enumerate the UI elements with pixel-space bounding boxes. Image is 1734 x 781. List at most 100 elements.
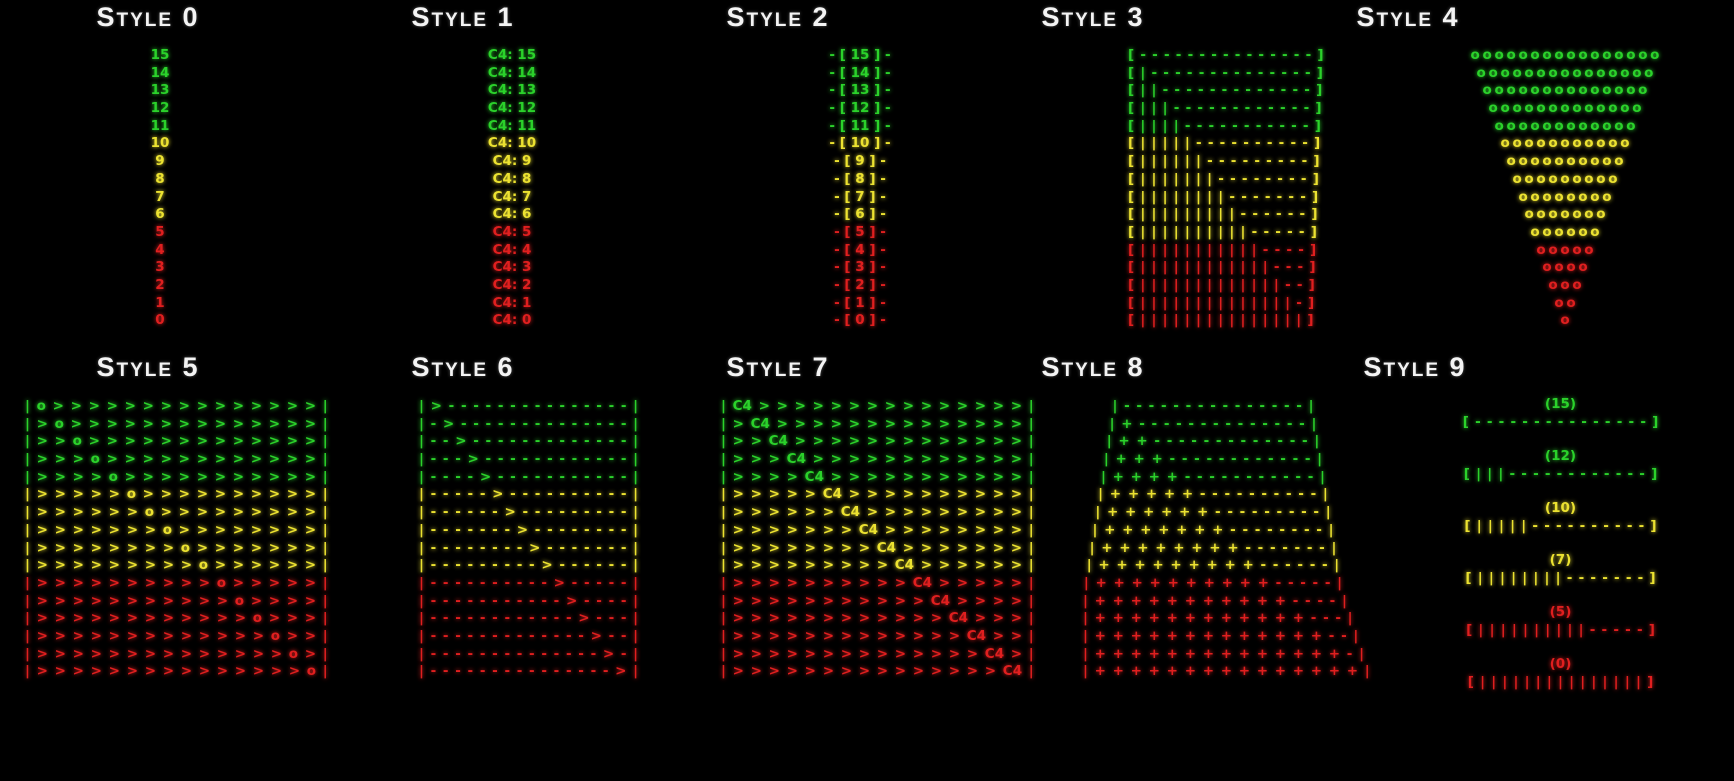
- meter-row: 15: [150, 47, 170, 63]
- meter-row: | + + + + + + + + + + + + - - - |: [1083, 610, 1353, 627]
- meter-row: [ | | | | | | | | | - - - - - - ]: [1128, 206, 1318, 223]
- meter-row: | > > > > > > > o > > > > > > > > |: [25, 521, 328, 538]
- meter-row: | - - - - - - - > - - - - - - - - |: [419, 521, 639, 538]
- style-3-bar-meter: [ - - - - - - - - - - - - - - - ][ | - -…: [1128, 47, 1324, 330]
- meter-row: C4: 7: [492, 188, 532, 205]
- meter-row: | > > > > o > > > > > > > > > > > |: [25, 468, 328, 485]
- meter-row: - [ 12 ] -: [829, 100, 891, 117]
- meter-row: C4: 0: [492, 312, 532, 329]
- meter-row: | + + + + + - - - - - - - - - - |: [1098, 486, 1328, 503]
- meter-row: | - - > - - - - - - - - - - - - - |: [419, 433, 639, 450]
- style-2-title: Style 2: [726, 2, 830, 32]
- meter-row: 3: [155, 259, 165, 276]
- meter-row: - [ 11 ] -: [829, 117, 891, 134]
- style-6-arrow-track: | > - - - - - - - - - - - - - - - | | - >…: [419, 398, 638, 681]
- meter-row: | - - - > - - - - - - - - - - - - |: [419, 451, 639, 468]
- style-0-value-column: 15 14 13 12 11 10 9 8 7 6 5 4 3 2 1 0: [60, 47, 260, 330]
- meter-row: o o o o o o o o o o: [1506, 153, 1624, 170]
- meter-row: | > > > > > > > > > > > > > > > o |: [25, 663, 328, 680]
- meter-row: | - - - - - - > - - - - - - - - - |: [419, 504, 639, 521]
- meter-row: [ | | | | | - - - - - - - - - - ]: [1464, 517, 1657, 534]
- meter-row: [ | | | | | | | | | | | | | - - ]: [1128, 276, 1315, 293]
- meter-row: - [ 9 ] -: [834, 153, 886, 170]
- value-label: (5): [1549, 603, 1572, 620]
- meter-row: 4: [155, 241, 165, 258]
- meter-row: [ - - - - - - - - - - - - - - - ]: [1128, 47, 1324, 63]
- meter-row: | - - - - > - - - - - - - - - - - |: [419, 468, 639, 485]
- style-2-value-column: - [ 15 ] -- [ 14 ] -- [ 13 ] -- [ 12 ] -…: [760, 47, 960, 330]
- meter-row: | > > > > > > > > > > > > > > C4 > |: [721, 645, 1034, 662]
- style-7-title: Style 7: [726, 352, 830, 382]
- meter-row: C4: 10: [487, 135, 537, 152]
- meter-row: | + + + + + + + + - - - - - - - |: [1089, 539, 1337, 556]
- meter-row: - [ 3 ] -: [834, 259, 886, 276]
- meter-row: [ | | | | | - - - - - - - - - - ]: [1128, 135, 1321, 152]
- meter-row: 9: [155, 153, 165, 170]
- value-label: (0): [1549, 655, 1572, 672]
- meter-row: | > C4 > > > > > > > > > > > > > > |: [721, 415, 1034, 432]
- meter-row: C4: 13: [487, 82, 537, 99]
- meter-row: 7: [155, 188, 165, 205]
- meter-row: o o o o o: [1536, 241, 1594, 258]
- meter-row: - [ 10 ] -: [829, 135, 891, 152]
- meter-row: - [ 4 ] -: [834, 241, 886, 258]
- meter-row: - [ 13 ] -: [829, 82, 891, 99]
- meter-row: | > > > o > > > > > > > > > > > > |: [25, 451, 328, 468]
- meter-row: | > > C4 > > > > > > > > > > > > > |: [721, 433, 1034, 450]
- meter-row: o o o o o o: [1530, 223, 1600, 240]
- meter-row: o o o o o o o o o o o o: [1494, 117, 1636, 134]
- meter-row: o o o: [1548, 276, 1582, 293]
- meter-row: C4: 8: [492, 170, 532, 187]
- meter-row: | > > > > > > > > > > > C4 > > > > |: [721, 592, 1034, 609]
- style-5-title: Style 5: [96, 352, 200, 382]
- meter-row: C4: 14: [487, 64, 537, 81]
- meter-row: C4: 15: [487, 47, 537, 63]
- meter-row: | > > > > > o > > > > > > > > > > |: [25, 486, 328, 503]
- meter-row: o o o o o o o o o o o o o o: [1482, 82, 1648, 99]
- meter-row: 10: [150, 135, 170, 152]
- meter-row: | > > o > > > > > > > > > > > > > |: [25, 433, 328, 450]
- meter-row: | - - - - - > - - - - - - - - - - |: [419, 486, 639, 503]
- meter-row: o o o o o o o o: [1518, 188, 1612, 205]
- meter-row: 2: [155, 276, 165, 293]
- meter-row: C4: 9: [492, 153, 532, 170]
- meter-row: | > > > > > > > > > > C4 > > > > > |: [721, 574, 1034, 591]
- meter-row: [ | | | | | | | | | | | | | | - ]: [1128, 294, 1315, 311]
- meter-row: 6: [155, 206, 165, 223]
- meter-row: | + + + + + + - - - - - - - - - |: [1095, 504, 1331, 521]
- meter-row: | > > > > > > > C4 > > > > > > > > |: [721, 521, 1034, 538]
- style-5-dot-track: | o > > > > > > > > > > > > > > > | | > o…: [25, 398, 328, 681]
- meter-row: C4: 2: [492, 276, 532, 293]
- meter-row: [ | | | - - - - - - - - - - - - ]: [1463, 465, 1658, 482]
- style-3-title: Style 3: [1041, 2, 1145, 32]
- meter-row: [ | - - - - - - - - - - - - - - ]: [1128, 64, 1323, 81]
- meter-row: | > > > > > > > > > > > > > > o > |: [25, 645, 328, 662]
- meter-row: | - - - - - - - - - > - - - - - - |: [419, 557, 639, 574]
- meter-row: | > > > C4 > > > > > > > > > > > > |: [721, 451, 1034, 468]
- meter-row: C4: 4: [492, 241, 532, 258]
- style-6-title: Style 6: [411, 352, 515, 382]
- meter-row: | + + + + - - - - - - - - - - - |: [1101, 468, 1325, 485]
- meter-row: [ | | | - - - - - - - - - - - - ]: [1128, 100, 1322, 117]
- meter-row: | - > - - - - - - - - - - - - - - |: [419, 415, 639, 432]
- style-8-title: Style 8: [1041, 352, 1145, 382]
- meter-row: | + - - - - - - - - - - - - - - |: [1109, 415, 1317, 432]
- meter-row: o o o o o o o: [1524, 206, 1606, 223]
- meter-row: | o > > > > > > > > > > > > > > > |: [25, 398, 328, 414]
- style-0-title: Style 0: [96, 2, 200, 32]
- meter-row: | > > > > > > > > > > > o > > > > |: [25, 592, 328, 609]
- meter-row: o o: [1554, 294, 1576, 311]
- meter-row: - [ 8 ] -: [834, 170, 886, 187]
- meter-row: [ | | | | | | - - - - - - - - - ]: [1128, 153, 1320, 170]
- meter-row: | - - - - - - - - - - - > - - - - |: [419, 592, 639, 609]
- style-1-value-column: C4: 15 C4: 14 C4: 13 C4: 12 C4: 11 C4: 10 C4: …: [412, 47, 612, 330]
- meter-row: C4: 6: [492, 206, 532, 223]
- meter-row: | > > > > > > > > > C4 > > > > > > |: [721, 557, 1034, 574]
- meter-row: | - - - - - - - - - - - - - - - > |: [419, 663, 639, 680]
- meter-row: | - - - - - - - - - - - - - > - - |: [419, 627, 639, 644]
- meter-row: | > o > > > > > > > > > > > > > > |: [25, 415, 328, 432]
- meter-row: | > > > > > > > > > > > > o > > > |: [25, 610, 328, 627]
- meter-row: | - - - - - - - - - - > - - - - - |: [419, 574, 639, 591]
